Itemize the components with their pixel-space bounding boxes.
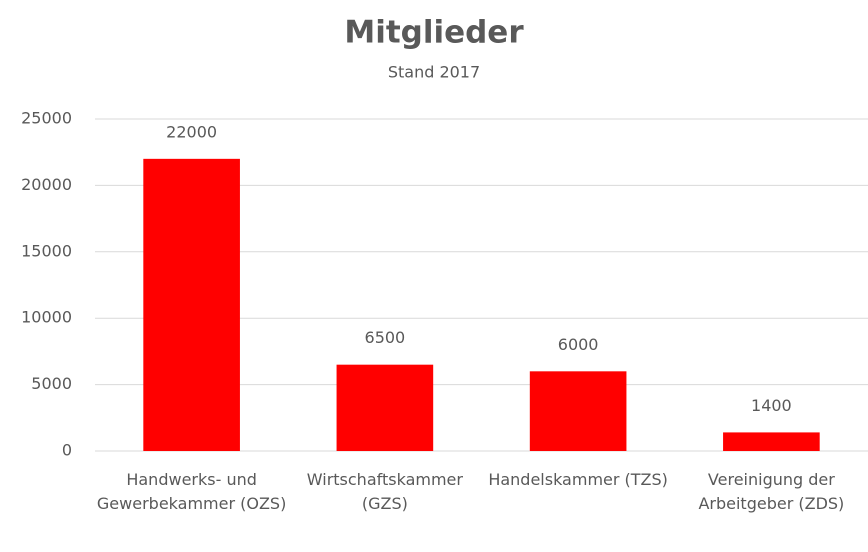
bar	[336, 364, 434, 451]
bar	[723, 432, 820, 451]
data-label: 6000	[558, 335, 599, 354]
y-tick-label: 15000	[21, 241, 72, 260]
chart-subtitle: Stand 2017	[388, 63, 480, 82]
x-tick-label: Handwerks- und Gewerbekammer (OZS)	[96, 470, 287, 513]
y-tick-label: 0	[62, 441, 72, 460]
data-label: 22000	[166, 122, 217, 141]
y-tick-label: 20000	[21, 175, 72, 194]
bar	[143, 158, 240, 451]
y-tick-label: 5000	[31, 374, 72, 393]
y-tick-label: 10000	[21, 308, 72, 327]
chart-title: Mitglieder	[344, 15, 524, 51]
x-tick-label: Wirtschaftskammer (GZS)	[306, 470, 463, 513]
x-tick-label: Vereinigung der Arbeitgeber (ZDS)	[698, 470, 845, 513]
bar	[529, 371, 627, 451]
data-label: 1400	[751, 396, 792, 415]
x-tick-label: Handelskammer (TZS)	[488, 470, 668, 489]
data-label: 6500	[365, 328, 406, 347]
y-tick-label: 25000	[21, 109, 72, 128]
